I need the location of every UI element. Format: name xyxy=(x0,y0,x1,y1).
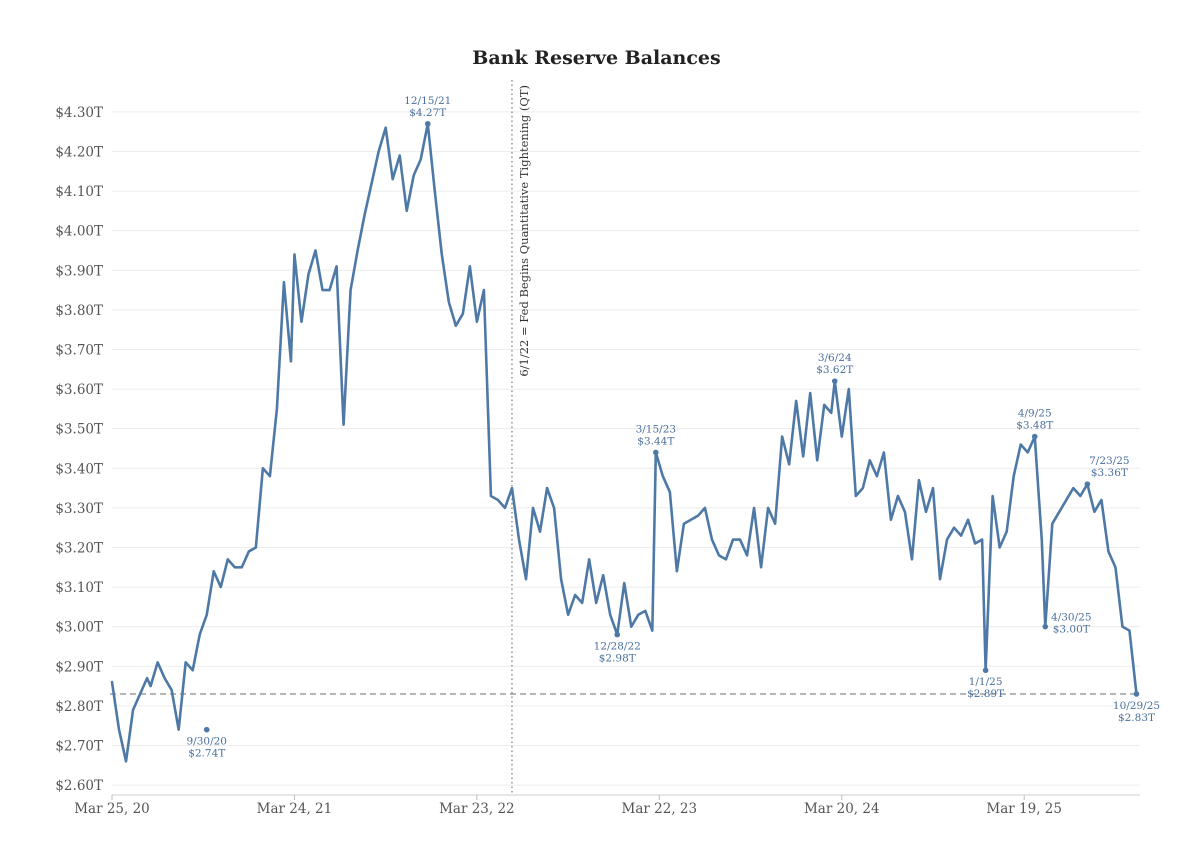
y-tick-label: $3.70T xyxy=(55,342,103,358)
y-tick-label: $3.60T xyxy=(55,382,103,398)
annotation-value: $4.27T xyxy=(409,107,446,119)
y-tick-label: $3.90T xyxy=(55,263,103,279)
y-tick-label: $3.00T xyxy=(55,620,103,636)
annotation-date: 9/30/20 xyxy=(186,736,226,748)
y-tick-label: $4.10T xyxy=(55,184,103,200)
annotation-point xyxy=(614,631,621,638)
y-tick-label: $2.70T xyxy=(55,738,103,754)
y-tick-label: $3.30T xyxy=(55,501,103,517)
annotations: 9/30/20$2.74T 12/15/21$4.27T 12/28/22$2.98… xyxy=(186,95,1160,760)
annotation-value: $3.44T xyxy=(637,435,674,447)
annotation-date: 3/15/23 xyxy=(636,423,676,435)
reference-lines: 6/1/22 = Fed Begins Quantitative Tighten… xyxy=(110,80,1140,795)
x-tick-label: Mar 23, 22 xyxy=(439,801,515,817)
y-tick-label: $3.40T xyxy=(55,461,103,477)
y-tick-label: $2.90T xyxy=(55,659,103,675)
annotation-date: 7/23/25 xyxy=(1089,455,1129,467)
annotation-point xyxy=(831,378,838,384)
y-tick-label: $3.20T xyxy=(55,540,103,556)
annotation-point xyxy=(1031,433,1038,440)
annotation-date: 1/1/25 xyxy=(969,676,1003,688)
axes: $2.60T $2.70T $2.80T $2.90T $3.00T $3.10T $3.2… xyxy=(55,105,1140,817)
annotation-date: 10/29/25 xyxy=(1113,700,1160,712)
annotation-value: $2.89T xyxy=(967,688,1004,700)
y-tick-label: $3.50T xyxy=(55,422,103,438)
annotation-point xyxy=(982,667,989,674)
y-tick-label: $4.30T xyxy=(55,105,103,121)
annotation-value: $3.00T xyxy=(1053,624,1090,636)
annotation-date: 12/28/22 xyxy=(594,641,641,653)
y-tick-label: $4.20T xyxy=(55,144,103,160)
series-layer xyxy=(110,122,1138,763)
chart-title: Bank Reserve Balances xyxy=(472,47,721,69)
annotation-value: $3.36T xyxy=(1091,467,1128,479)
annotation-value: $2.98T xyxy=(599,653,636,665)
y-tick-label: $2.60T xyxy=(55,778,103,794)
qt-marker-label: 6/1/22 = Fed Begins Quantitative Tighten… xyxy=(517,85,531,377)
annotation-date: 4/9/25 xyxy=(1018,408,1052,420)
series-line-reserve-balances xyxy=(110,122,1138,763)
y-tick-label: $4.00T xyxy=(55,224,103,240)
annotation-value: $2.74T xyxy=(188,748,225,760)
annotation-point xyxy=(424,120,431,127)
annotation-date: 4/30/25 xyxy=(1051,612,1091,624)
annotation-point xyxy=(1084,481,1091,487)
annotation-value: $3.62T xyxy=(816,364,853,376)
annotation-value: $3.48T xyxy=(1016,420,1053,432)
annotation-date: 12/15/21 xyxy=(404,95,451,107)
x-tick-label: Mar 20, 24 xyxy=(804,801,880,817)
annotation-point xyxy=(1133,691,1140,697)
annotation-date: 3/6/24 xyxy=(818,352,852,364)
x-tick-label: Mar 22, 23 xyxy=(622,801,698,817)
x-tick-label: Mar 24, 21 xyxy=(257,801,333,817)
y-tick-label: $3.80T xyxy=(55,303,103,319)
x-tick-label: Mar 25, 20 xyxy=(74,801,150,817)
y-tick-label: $3.10T xyxy=(55,580,103,596)
x-tick-label: Mar 19, 25 xyxy=(986,801,1062,817)
annotation-point xyxy=(1042,623,1049,630)
annotation-point xyxy=(203,726,210,733)
y-tick-label: $2.80T xyxy=(55,699,103,715)
annotation-value: $2.83T xyxy=(1118,712,1155,724)
annotation-point xyxy=(653,449,659,456)
